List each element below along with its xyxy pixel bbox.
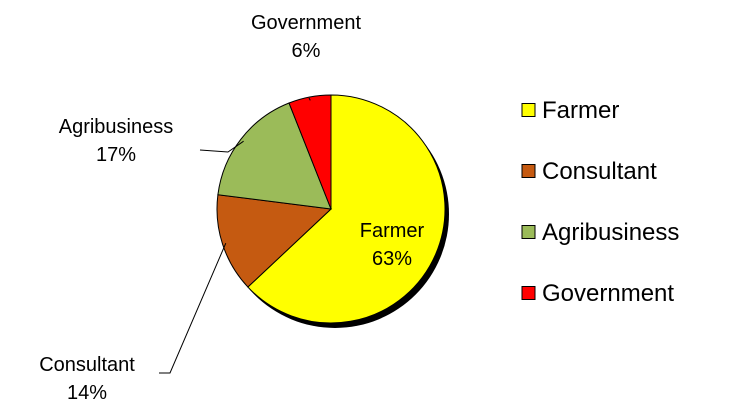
legend-swatch-government xyxy=(521,286,536,300)
leader-line-government xyxy=(308,97,311,101)
pie-slice-consultant xyxy=(216,194,333,288)
leader-lines xyxy=(159,97,311,374)
legend: Farmer Consultant Agribusiness Government xyxy=(521,97,679,307)
pie-slice-farmer xyxy=(247,94,446,324)
data-label-consultant: Consultant 14% xyxy=(39,354,135,404)
pie-slices xyxy=(216,94,446,324)
leader-line-agribusiness xyxy=(199,140,244,153)
data-labels: Farmer 63% Consultant 14% Agribusiness 17% Gov… xyxy=(39,12,424,404)
pie-slice-agribusiness xyxy=(217,102,332,210)
data-label-farmer: Farmer 63% xyxy=(360,220,425,270)
legend-label-consultant: Consultant xyxy=(542,158,657,185)
legend-swatch-farmer xyxy=(521,103,536,117)
legend-label-agribusiness: Agribusiness xyxy=(542,219,679,246)
leader-line-consultant xyxy=(159,243,227,374)
legend-label-government: Government xyxy=(542,280,674,307)
data-label-government: Government 6% xyxy=(251,12,361,62)
legend-label-farmer: Farmer xyxy=(542,97,619,124)
pie-slice-government xyxy=(288,94,332,210)
legend-swatch-agribusiness xyxy=(521,225,536,239)
data-label-agribusiness: Agribusiness 17% xyxy=(59,116,174,166)
legend-swatch-consultant xyxy=(521,164,536,178)
